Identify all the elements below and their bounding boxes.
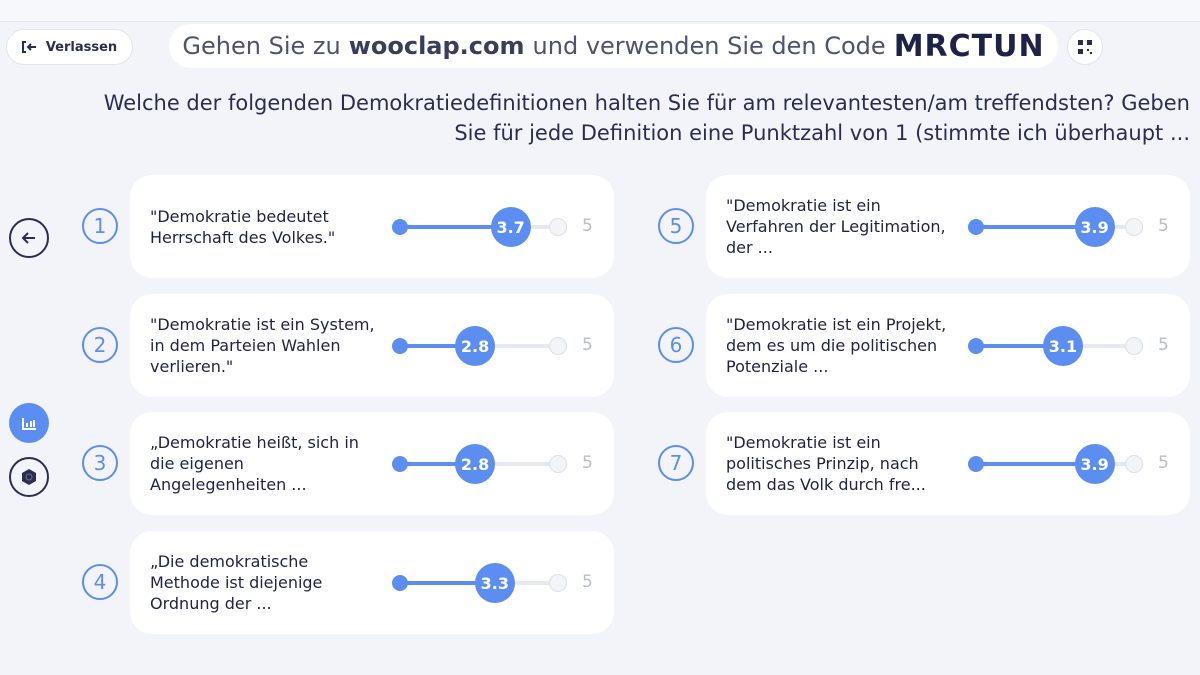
definition-text: „Demokratie heißt, sich in die eigenen A… <box>150 433 359 494</box>
arrow-left-icon <box>21 232 35 244</box>
code-middle: und verwenden Sie den Code <box>532 32 886 60</box>
slider-handle[interactable]: 3.7 <box>490 207 531 247</box>
rating-item: "Demokratie ist ein Verfahren der Legiti… <box>706 175 1190 278</box>
event-code: MRCTUN <box>893 28 1045 64</box>
qr-code-icon <box>1078 40 1092 54</box>
slider-handle[interactable]: 3.9 <box>1074 207 1115 247</box>
qr-code-button[interactable] <box>1067 29 1103 65</box>
slider-start <box>968 456 984 472</box>
slider-end <box>1125 337 1143 355</box>
definition-text: "Demokratie bedeutet Herrschaft des Volk… <box>150 206 336 247</box>
slider-fill <box>976 462 1091 466</box>
join-instructions: Gehen Sie zu wooclap.com und verwenden S… <box>169 24 1058 68</box>
slider-end <box>1125 218 1143 236</box>
rating-slider[interactable] <box>976 225 1134 229</box>
results-button[interactable] <box>9 403 49 443</box>
rating-item: "Demokratie ist ein System, in dem Parte… <box>130 294 614 397</box>
definition-text: "Demokratie ist ein Verfahren der Legiti… <box>726 196 946 257</box>
slider-end <box>549 574 567 592</box>
slider-end <box>549 337 567 355</box>
exit-icon <box>21 41 36 53</box>
slider-end <box>1125 455 1143 473</box>
slider-fill <box>400 225 507 229</box>
slider-start <box>968 338 984 354</box>
slider-handle[interactable]: 2.8 <box>455 444 496 484</box>
slider-start <box>392 219 408 235</box>
definition-text: „Die demokratische Methode ist diejenige… <box>150 552 323 613</box>
slider-end <box>549 218 567 236</box>
back-button[interactable] <box>9 218 49 258</box>
hexagon-icon <box>22 469 36 485</box>
definition-text: "Demokratie ist ein Projekt, dem es um d… <box>726 315 947 376</box>
item-number: 3 <box>82 445 118 481</box>
top-bar <box>0 0 1200 22</box>
slider-end <box>549 455 567 473</box>
item-number: 5 <box>658 208 694 244</box>
slider-start <box>392 575 408 591</box>
rating-item: „Die demokratische Methode ist diejenige… <box>130 531 614 634</box>
question-text: Welche der folgenden Demokratiedefinitio… <box>103 91 1190 145</box>
rating-item: "Demokratie bedeutet Herrschaft des Volk… <box>130 175 614 278</box>
slider-start <box>392 456 408 472</box>
slider-fill <box>400 581 491 585</box>
scale-max-label: 5 <box>582 216 593 236</box>
rating-item: "Demokratie ist ein politisches Prinzip,… <box>706 412 1190 515</box>
slider-fill <box>400 344 472 348</box>
code-prefix: Gehen Sie zu <box>182 32 341 60</box>
leave-button[interactable]: Verlassen <box>6 29 133 65</box>
item-number: 7 <box>658 445 694 481</box>
slider-fill <box>976 344 1059 348</box>
slider-handle[interactable]: 3.3 <box>474 563 515 603</box>
site-name: wooclap.com <box>348 32 525 60</box>
leave-label: Verlassen <box>45 39 118 55</box>
item-number: 2 <box>82 327 118 363</box>
item-number: 1 <box>82 208 118 244</box>
rating-item: "Demokratie ist ein Projekt, dem es um d… <box>706 294 1190 397</box>
slider-fill <box>976 225 1091 229</box>
scale-max-label: 5 <box>582 335 593 355</box>
rating-item: „Demokratie heißt, sich in die eigenen A… <box>130 412 614 515</box>
scale-max-label: 5 <box>1158 216 1169 236</box>
definition-text: "Demokratie ist ein politisches Prinzip,… <box>726 433 926 494</box>
scale-max-label: 5 <box>582 572 593 592</box>
slider-handle[interactable]: 2.8 <box>455 326 496 366</box>
rating-slider[interactable] <box>976 462 1134 466</box>
settings-button[interactable] <box>9 457 49 497</box>
slider-fill <box>400 462 472 466</box>
definition-text: "Demokratie ist ein System, in dem Parte… <box>150 315 375 376</box>
scale-max-label: 5 <box>582 453 593 473</box>
slider-start <box>392 338 408 354</box>
slider-handle[interactable]: 3.1 <box>1042 326 1083 366</box>
item-number: 6 <box>658 327 694 363</box>
item-number: 4 <box>82 564 118 600</box>
rating-slider[interactable] <box>400 225 558 229</box>
scale-max-label: 5 <box>1158 453 1169 473</box>
slider-start <box>968 219 984 235</box>
bar-chart-icon <box>22 418 36 430</box>
scale-max-label: 5 <box>1158 335 1169 355</box>
slider-handle[interactable]: 3.9 <box>1074 444 1115 484</box>
